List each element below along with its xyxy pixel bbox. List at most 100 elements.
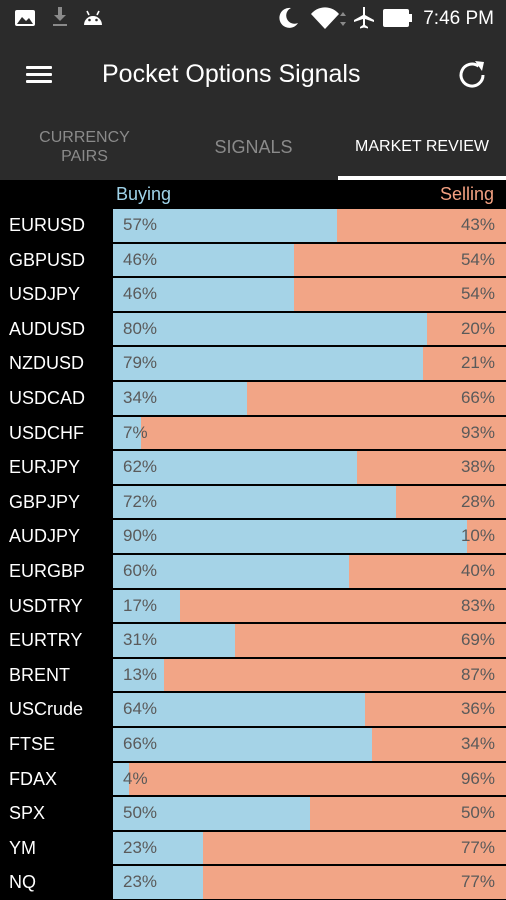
- selling-percent: 43%: [460, 215, 495, 234]
- market-row: NZDUSD 79% 21%: [0, 346, 506, 381]
- market-row: AUDJPY 90% 10%: [0, 519, 506, 554]
- buying-percent: 23%: [123, 837, 158, 857]
- buying-percent: 50%: [123, 803, 158, 823]
- selling-percent: 77%: [460, 837, 495, 857]
- sentiment-bar: 80% 20%: [113, 312, 506, 346]
- buying-fill: [113, 866, 204, 899]
- market-row: EURGBP 60% 40%: [0, 554, 506, 589]
- buying-fill: [113, 381, 247, 415]
- pair-name: EURJPY: [9, 457, 81, 478]
- market-row: EURJPY 62% 38%: [0, 450, 506, 485]
- buying-fill: [113, 658, 165, 692]
- buying-fill: [113, 209, 337, 242]
- buying-fill: [113, 554, 349, 588]
- moon-icon: [279, 7, 298, 28]
- menu-icon[interactable]: [24, 62, 54, 88]
- sentiment-bar: 50% 50%: [113, 797, 506, 830]
- market-row: USDTRY 17% 83%: [0, 589, 506, 624]
- tab-label: PAIRS: [61, 148, 108, 165]
- selling-percent: 20%: [460, 318, 495, 338]
- selling-percent: 50%: [460, 803, 495, 823]
- tab-label: CURRENCY: [39, 129, 130, 146]
- tab-label: SIGNALS: [214, 136, 293, 157]
- market-row: USDCHF 7% 93%: [0, 416, 506, 451]
- market-row: BRENT 13% 87%: [0, 658, 506, 693]
- buying-percent: 46%: [123, 284, 158, 304]
- market-row: USDJPY 46% 54%: [0, 277, 506, 312]
- selling-percent: 54%: [460, 249, 495, 269]
- sentiment-bar: 60% 40%: [113, 554, 506, 588]
- market-row: GBPUSD 46% 54%: [0, 243, 506, 278]
- market-row: YM 23% 77%: [0, 831, 506, 866]
- sentiment-bar: 13% 87%: [113, 658, 506, 692]
- buying-fill: [113, 312, 428, 346]
- status-bar: 7:46 PM: [0, 0, 506, 36]
- pair-name: USDJPY: [9, 284, 81, 305]
- selling-header: Selling: [439, 184, 494, 204]
- selling-percent: 77%: [460, 872, 495, 892]
- market-row: SPX 50% 50%: [0, 796, 506, 831]
- selling-percent: 54%: [460, 284, 495, 304]
- sentiment-bar: 79% 21%: [113, 347, 506, 380]
- buying-percent: 34%: [123, 387, 158, 407]
- sentiment-bar: 72% 28%: [113, 485, 506, 519]
- airplane-icon: [354, 7, 374, 29]
- pair-name: AUDUSD: [9, 318, 86, 339]
- sentiment-bar: 7% 93%: [113, 416, 506, 450]
- market-row: GBPJPY 72% 28%: [0, 485, 506, 520]
- sentiment-bar: 46% 54%: [113, 278, 506, 311]
- sentiment-bar: 23% 77%: [113, 866, 506, 899]
- selling-percent: 38%: [460, 457, 495, 477]
- buying-fill: [113, 693, 365, 726]
- sentiment-bar: 66% 34%: [113, 727, 506, 761]
- buying-fill: [113, 520, 467, 553]
- sentiment-bar: 31% 69%: [113, 624, 506, 657]
- pair-name: USCrude: [9, 699, 84, 720]
- tab-signals[interactable]: SIGNALS: [169, 114, 338, 180]
- buying-fill: [113, 243, 294, 277]
- buying-percent: 60%: [123, 560, 158, 580]
- buying-percent: 90%: [123, 526, 158, 546]
- buying-header: Buying: [116, 184, 172, 204]
- market-row: EURUSD 57% 43%: [0, 208, 506, 243]
- sentiment-bar: 46% 54%: [113, 243, 506, 277]
- buying-percent: 66%: [123, 733, 158, 753]
- pair-name: NQ: [9, 872, 36, 893]
- pair-name: NZDUSD: [9, 353, 84, 374]
- market-row: FDAX 4% 96%: [0, 762, 506, 797]
- buying-percent: 80%: [123, 318, 158, 338]
- pair-name: EURGBP: [9, 560, 86, 581]
- pair-name: EURUSD: [9, 215, 86, 235]
- android-icon: [84, 10, 102, 25]
- page-title: Pocket Options Signals: [102, 60, 361, 88]
- selling-percent: 83%: [460, 595, 495, 615]
- pair-name: USDCHF: [9, 422, 84, 443]
- selling-percent: 96%: [460, 768, 495, 788]
- buying-percent: 31%: [123, 630, 158, 650]
- pair-name: EURTRY: [9, 630, 83, 651]
- sentiment-bar: 62% 38%: [113, 451, 506, 484]
- buying-percent: 64%: [123, 699, 158, 719]
- pair-name: GBPJPY: [9, 491, 81, 512]
- buying-fill: [113, 762, 129, 796]
- market-row: USDCAD 34% 66%: [0, 381, 506, 416]
- selling-percent: 66%: [460, 387, 495, 407]
- pair-name: GBPUSD: [9, 249, 86, 270]
- refresh-icon[interactable]: [454, 57, 490, 93]
- sentiment-bar: 57% 43%: [113, 209, 506, 242]
- buying-fill: [113, 797, 310, 830]
- pair-name: USDTRY: [9, 595, 83, 616]
- tab-market-review[interactable]: MARKET REVIEW: [338, 114, 506, 180]
- buying-fill: [113, 278, 294, 311]
- buying-fill: [113, 416, 141, 450]
- buying-percent: 13%: [123, 664, 158, 684]
- buying-percent: 23%: [123, 872, 158, 892]
- buying-percent: 62%: [123, 457, 158, 477]
- buying-fill: [113, 727, 373, 761]
- tab-currency-pairs[interactable]: CURRENCY PAIRS: [0, 114, 169, 180]
- market-row: USCrude 64% 36%: [0, 692, 506, 727]
- pair-name: BRENT: [9, 664, 71, 685]
- buying-percent: 7%: [123, 422, 148, 442]
- buying-fill: [113, 451, 357, 484]
- buying-percent: 57%: [123, 215, 158, 234]
